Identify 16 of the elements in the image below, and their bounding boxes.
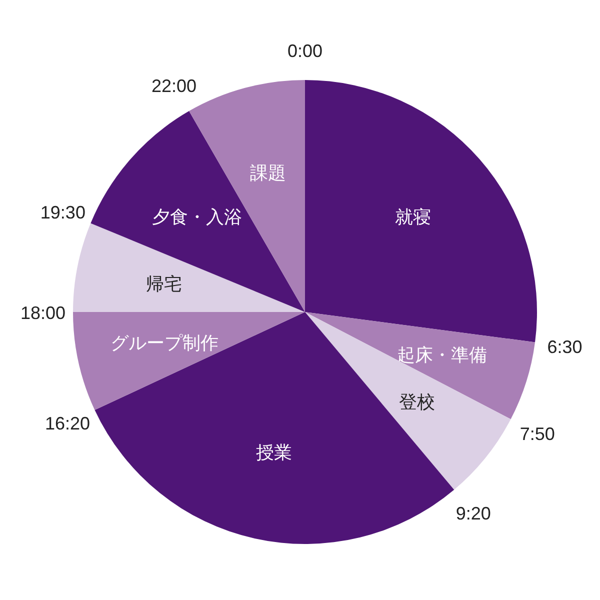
slice-label: 起床・準備 xyxy=(397,345,488,366)
slice-label: 授業 xyxy=(256,442,292,462)
text: 0:00 xyxy=(287,41,323,61)
text: 22:00 xyxy=(152,76,197,96)
text: 18:00 xyxy=(20,303,66,323)
slice-label: 登校 xyxy=(399,392,436,412)
slice-label: 課題 xyxy=(250,163,286,184)
slice-label: 就寝 xyxy=(395,207,432,228)
text: 9:20 xyxy=(456,504,491,524)
slice-label: 帰宅 xyxy=(146,274,182,294)
text: 6:30 xyxy=(547,337,582,358)
text: 7:50 xyxy=(520,424,555,444)
text: 19:30 xyxy=(40,202,86,223)
slice-label: 夕食・入浴 xyxy=(152,207,242,228)
slice-label: グループ制作 xyxy=(110,333,219,354)
text: 16:20 xyxy=(44,414,90,434)
